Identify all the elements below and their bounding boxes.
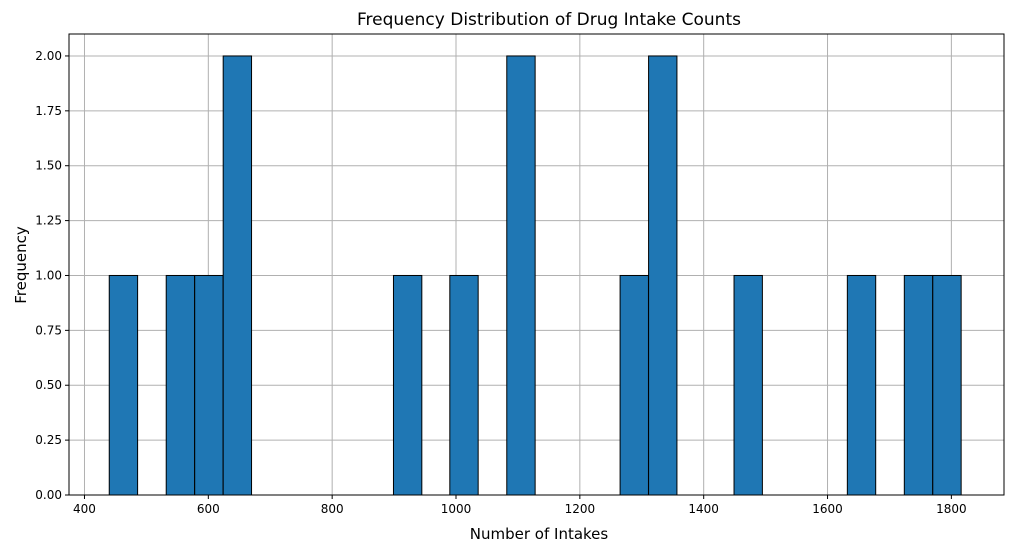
y-tick-label: 1.75 [35, 104, 62, 118]
chart-title: Frequency Distribution of Drug Intake Co… [357, 10, 741, 30]
y-tick-label: 1.00 [35, 268, 62, 282]
y-axis-ticks: 0.00 0.25 0.50 0.75 1.00 1.25 1.50 1.75 2.00 [35, 49, 69, 502]
histogram-bar [619, 274, 649, 496]
histogram-bar [903, 274, 934, 496]
y-axis-label: Frequency [12, 226, 30, 304]
x-tick-label: 600 [197, 502, 220, 516]
x-tick-label: 400 [73, 502, 96, 516]
plot-frame [68, 33, 1005, 496]
histogram-bar [392, 274, 423, 496]
y-tick-label: 0.50 [35, 378, 62, 392]
histogram-bars [108, 55, 962, 496]
y-tick-label: 0.00 [35, 488, 62, 502]
x-tick-label: 1400 [688, 502, 719, 516]
x-tick-label: 1200 [565, 502, 596, 516]
histogram-bar [506, 55, 536, 496]
y-tick-label: 1.25 [35, 214, 62, 228]
x-tick-label: 1600 [812, 502, 843, 516]
y-tick-label: 1.50 [35, 159, 62, 173]
x-tick-label: 800 [321, 502, 344, 516]
y-tick-label: 2.00 [35, 49, 62, 63]
x-axis-ticks: 400 600 800 1000 1200 1400 1600 1800 [73, 495, 967, 516]
histogram-bar [733, 274, 763, 496]
y-tick-label: 0.25 [35, 433, 62, 447]
x-tick-label: 1800 [936, 502, 967, 516]
histogram-bar [108, 274, 139, 496]
histogram-bar [449, 274, 479, 496]
x-axis-label: Number of Intakes [470, 525, 609, 543]
histogram-bar [222, 55, 253, 496]
x-tick-label: 1000 [441, 502, 472, 516]
histogram-bar [165, 274, 196, 496]
histogram-bar [194, 274, 224, 496]
histogram-bar [648, 55, 678, 496]
histogram-bar [846, 274, 877, 496]
histogram-bar [932, 274, 962, 496]
y-tick-label: 0.75 [35, 323, 62, 337]
